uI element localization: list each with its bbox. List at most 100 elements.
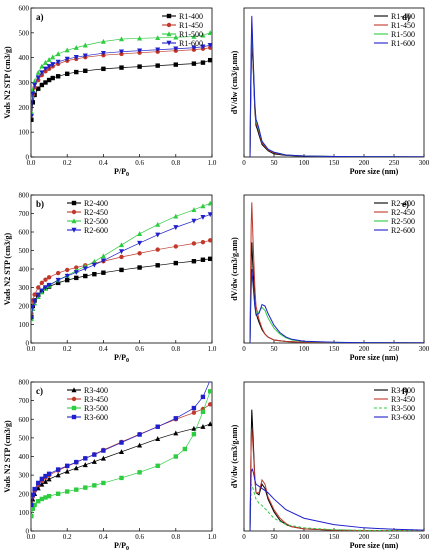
- data-point-R2-600: [31, 315, 34, 321]
- x-tick-label: 300: [419, 345, 430, 353]
- x-tick-label: 150: [329, 345, 340, 353]
- legend-label: R3-400: [391, 386, 415, 395]
- x-tick-label: 1.0: [208, 345, 217, 353]
- data-point-R2-450: [36, 285, 41, 290]
- x-tick-label: 0: [242, 345, 246, 353]
- data-point-R3-600: [55, 467, 61, 472]
- y-axis-label: dV/dw (cm3/g.nm): [230, 50, 239, 114]
- legend-label: R1-400: [391, 12, 415, 21]
- data-point-R3-400: [46, 476, 52, 482]
- y-tick-label: 700: [19, 397, 30, 405]
- data-point-R3-500: [155, 463, 160, 469]
- legend-label: R3-400: [84, 386, 108, 395]
- data-point-R2-450: [43, 277, 48, 282]
- plot-frame: [30, 381, 213, 532]
- plot-area: [31, 200, 212, 322]
- data-point-R3-500: [36, 499, 41, 504]
- data-point-R1-500: [31, 87, 36, 93]
- data-point-R3-500: [65, 489, 70, 494]
- data-point-R2-600: [173, 225, 179, 231]
- data-point-R3-400: [91, 459, 97, 464]
- data-point-R2-600: [64, 273, 70, 279]
- series-line-R2-450: [249, 202, 424, 343]
- data-point-R2-500: [137, 231, 143, 237]
- data-point-R2-450: [155, 247, 160, 252]
- panel-label: a): [36, 12, 44, 22]
- data-point-R2-600: [191, 218, 197, 224]
- data-point-R3-500: [83, 485, 88, 490]
- legend-label: R3-450: [84, 395, 108, 404]
- data-point-R1-400: [173, 62, 178, 67]
- data-point-R3-500: [46, 493, 52, 499]
- data-point-R1-400: [55, 74, 61, 79]
- x-tick-label: 0.6: [135, 159, 144, 167]
- data-point-R2-450: [137, 251, 142, 256]
- data-point-R2-400: [74, 275, 79, 281]
- data-point-R2-400: [207, 256, 212, 262]
- data-point-R1-400: [137, 64, 142, 69]
- data-point-R3-500: [92, 483, 97, 488]
- data-point-R1-600: [82, 53, 88, 59]
- x-tick-label: 0.8: [171, 345, 180, 353]
- data-point-R3-400: [100, 455, 106, 461]
- y-tick-label: 600: [19, 5, 30, 13]
- data-point-R1-400: [36, 86, 41, 91]
- data-point-R2-600: [155, 232, 161, 238]
- data-point-R3-500: [137, 470, 142, 475]
- x-tick-label: 0.4: [99, 533, 108, 541]
- y-tick-label: 700: [19, 210, 30, 218]
- y-tick-label: 100: [19, 129, 30, 137]
- y-tick-label: 200: [19, 490, 30, 498]
- x-tick-label: 0: [242, 159, 246, 167]
- data-point-R1-500: [82, 42, 88, 48]
- data-point-R1-500: [137, 35, 143, 41]
- data-point-R2-600: [31, 304, 36, 310]
- data-point-R2-600: [200, 215, 206, 220]
- data-point-R1-600: [64, 56, 70, 62]
- panel-label: c): [36, 386, 43, 396]
- data-point-R3-450: [207, 402, 212, 407]
- data-point-R1-400: [50, 75, 55, 81]
- data-point-R2-500: [100, 253, 106, 259]
- data-point-R1-500: [42, 59, 48, 65]
- data-point-R1-400: [43, 80, 48, 85]
- data-point-R1-500: [173, 34, 179, 40]
- data-point-R3-400: [42, 478, 48, 484]
- series-line-R2-600: [31, 214, 211, 319]
- legend-marker: [166, 31, 172, 37]
- series-line-R3-500: [249, 483, 424, 531]
- data-point-R2-400: [191, 259, 197, 264]
- y-tick-label: 800: [19, 379, 30, 387]
- data-point-R1-600: [39, 70, 45, 76]
- x-axis-label: P/P0: [114, 541, 129, 550]
- data-point-R3-400: [82, 462, 88, 468]
- data-point-R1-500: [39, 63, 45, 69]
- y-tick-label: 400: [19, 54, 30, 62]
- data-point-R2-400: [119, 267, 124, 273]
- data-point-R2-400: [92, 271, 97, 277]
- data-point-R3-400: [137, 442, 143, 448]
- x-tick-label: 0.2: [63, 159, 72, 167]
- data-point-R2-450: [65, 267, 70, 273]
- x-axis-label: Pore size (nm): [350, 353, 399, 362]
- data-point-R3-600: [83, 456, 88, 461]
- data-point-R3-400: [55, 472, 61, 478]
- x-tick-label: 1.0: [208, 159, 217, 167]
- data-point-R3-400: [200, 424, 206, 429]
- data-point-R3-400: [173, 430, 179, 436]
- legend-marker: [166, 13, 172, 19]
- x-axis-label: Pore size (nm): [350, 167, 399, 176]
- x-tick-label: 200: [359, 345, 370, 353]
- data-point-R1-400: [207, 57, 212, 63]
- legend-marker: [166, 40, 172, 46]
- data-point-R2-500: [207, 200, 212, 206]
- y-axis-label: Vads N2 STP (cm3/g): [3, 46, 12, 119]
- y-tick-label: 600: [19, 416, 30, 424]
- data-point-R2-450: [31, 311, 34, 316]
- data-point-R1-600: [207, 43, 212, 48]
- data-point-R1-600: [46, 64, 52, 70]
- data-point-R3-600: [31, 492, 36, 497]
- chart-panel-a: 0.0 0.2 0.4 0.6 0.8 1.0 0 100 200 300 400 500 600 P/P…: [3, 5, 217, 179]
- legend-label: R2-450: [391, 208, 415, 217]
